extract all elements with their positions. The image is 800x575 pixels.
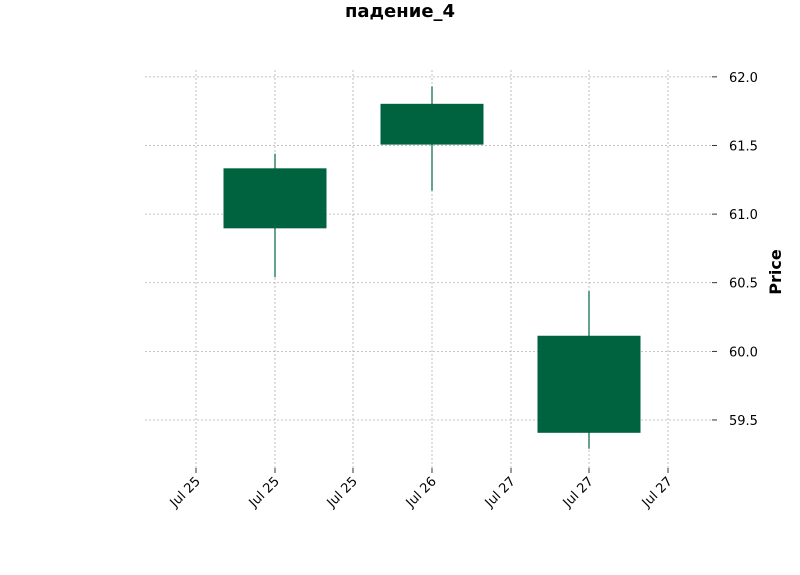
x-tick-label: Jul 27: [639, 474, 676, 511]
y-tick-label: 62.0: [729, 71, 758, 86]
candle-body: [537, 335, 641, 433]
x-tick-label: Jul 26: [403, 474, 440, 511]
y-axis-ticks: 59.5 60.0 60.5 61.0 61.5 62.0: [712, 71, 758, 429]
x-tick-label: Jul 25: [324, 474, 361, 511]
candle-body: [223, 168, 327, 229]
y-tick-label: 60.0: [729, 345, 758, 360]
y-tick-label: 59.5: [729, 414, 758, 429]
candle-body: [380, 103, 484, 145]
candles: [223, 86, 641, 449]
x-tick-label: Jul 27: [560, 474, 597, 511]
x-tick-label: Jul 25: [246, 474, 283, 511]
y-axis-label: Price: [766, 249, 785, 295]
y-tick-label: 61.0: [729, 208, 758, 223]
y-tick-label: 60.5: [729, 277, 758, 292]
x-axis-ticks: Jul 25 Jul 25 Jul 25 Jul 26 Jul 27 Jul 27 Jul …: [167, 468, 676, 511]
x-tick-label: Jul 25: [167, 474, 204, 511]
chart-title: падение_4: [345, 1, 455, 22]
x-tick-label: Jul 27: [482, 474, 519, 511]
y-tick-label: 61.5: [729, 139, 758, 154]
